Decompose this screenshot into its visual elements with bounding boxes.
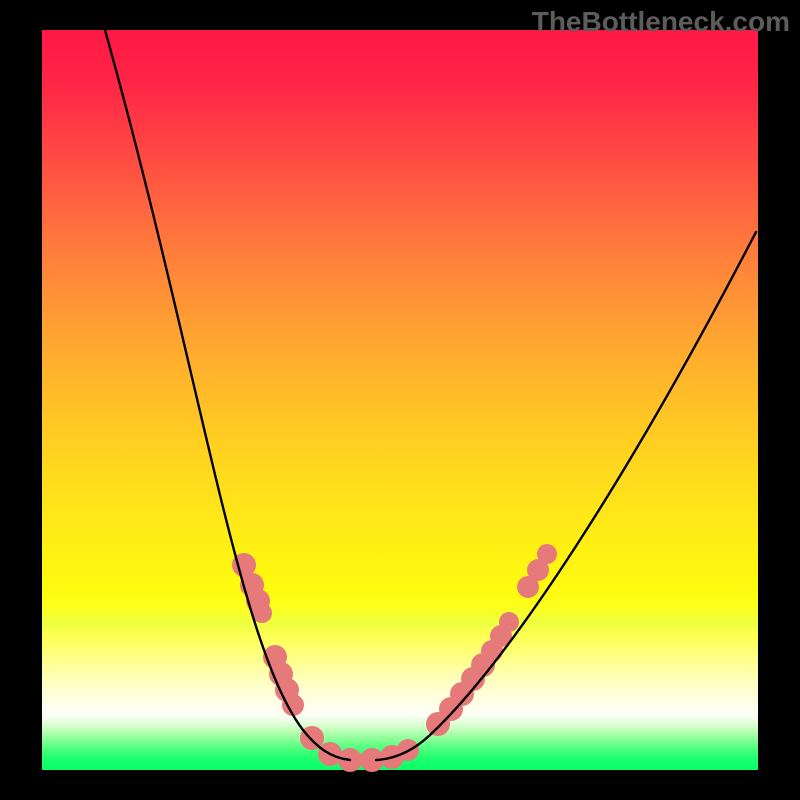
watermark-text: TheBottleneck.com — [532, 6, 790, 38]
chart-container: TheBottleneck.com — [0, 0, 800, 800]
gradient-panel — [42, 30, 758, 770]
chart-svg — [0, 0, 800, 800]
curve-marker — [499, 612, 519, 632]
curve-marker — [537, 544, 557, 564]
